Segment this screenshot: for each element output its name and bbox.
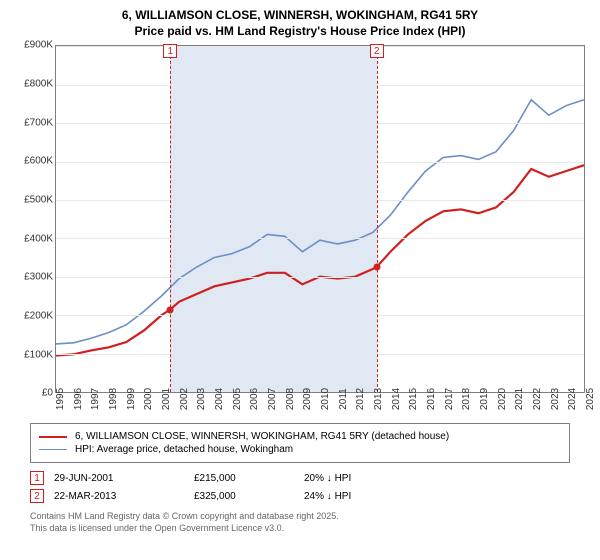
gridline xyxy=(56,123,584,124)
x-axis: 1995199619971998199920002001200220032004… xyxy=(55,393,585,415)
x-tick: 2013 xyxy=(373,388,384,410)
x-tick: 2017 xyxy=(444,388,455,410)
x-tick: 1999 xyxy=(126,388,137,410)
sale-price: £325,000 xyxy=(194,491,294,502)
gridline xyxy=(56,238,584,239)
marker-box: 2 xyxy=(370,44,384,58)
gridline xyxy=(56,277,584,278)
sale-date: 22-MAR-2013 xyxy=(54,491,184,502)
x-tick: 1996 xyxy=(73,388,84,410)
gridline xyxy=(56,354,584,355)
x-tick: 2009 xyxy=(302,388,313,410)
legend-row: HPI: Average price, detached house, Woki… xyxy=(39,443,561,456)
sale-diff: 20% ↓ HPI xyxy=(304,473,404,484)
footnote: Contains HM Land Registry data © Crown c… xyxy=(30,511,570,534)
footnote-line2: This data is licensed under the Open Gov… xyxy=(30,523,570,535)
sale-table: 1 29-JUN-2001 £215,000 20% ↓ HPI 2 22-MAR-201… xyxy=(30,469,570,505)
gridline xyxy=(56,162,584,163)
sale-row: 2 22-MAR-2013 £325,000 24% ↓ HPI xyxy=(30,487,570,505)
gridline xyxy=(56,200,584,201)
x-tick: 1997 xyxy=(90,388,101,410)
gridline xyxy=(56,85,584,86)
y-axis: £0£100K£200K£300K£400K£500K£600K£700K£80… xyxy=(15,45,55,393)
y-tick: £400K xyxy=(24,233,53,244)
y-tick: £100K xyxy=(24,349,53,360)
y-tick: £200K xyxy=(24,310,53,321)
x-tick: 2014 xyxy=(391,388,402,410)
x-tick: 2001 xyxy=(161,388,172,410)
sale-price: £215,000 xyxy=(194,473,294,484)
marker-dot xyxy=(167,306,174,313)
x-tick: 2020 xyxy=(497,388,508,410)
chart-container: 6, WILLIAMSON CLOSE, WINNERSH, WOKINGHAM… xyxy=(0,0,600,560)
legend: 6, WILLIAMSON CLOSE, WINNERSH, WOKINGHAM… xyxy=(30,423,570,463)
x-tick: 2018 xyxy=(461,388,472,410)
line-svg xyxy=(56,46,584,392)
y-tick: £0 xyxy=(42,388,53,399)
sale-row: 1 29-JUN-2001 £215,000 20% ↓ HPI xyxy=(30,469,570,487)
sale-marker: 1 xyxy=(30,471,44,485)
y-tick: £700K xyxy=(24,117,53,128)
y-tick: £900K xyxy=(24,40,53,51)
footnote-line1: Contains HM Land Registry data © Crown c… xyxy=(30,511,570,523)
x-tick: 2016 xyxy=(426,388,437,410)
marker-dot xyxy=(373,264,380,271)
x-tick: 2007 xyxy=(267,388,278,410)
x-tick: 2025 xyxy=(585,388,596,410)
x-tick: 2000 xyxy=(143,388,154,410)
x-tick: 2006 xyxy=(249,388,260,410)
legend-row: 6, WILLIAMSON CLOSE, WINNERSH, WOKINGHAM… xyxy=(39,430,561,443)
plot-area: £0 £100K £200K £300K £400K £500K £600K £700K £80… xyxy=(15,45,585,415)
sale-marker: 2 xyxy=(30,489,44,503)
series-price_paid xyxy=(56,165,584,355)
marker-line xyxy=(170,46,171,392)
x-tick: 2023 xyxy=(550,388,561,410)
sale-date: 29-JUN-2001 xyxy=(54,473,184,484)
x-tick: 2008 xyxy=(285,388,296,410)
y-tick: £300K xyxy=(24,272,53,283)
x-tick: 1998 xyxy=(108,388,119,410)
legend-label: HPI: Average price, detached house, Woki… xyxy=(75,444,293,455)
series-hpi xyxy=(56,100,584,344)
title-line1: 6, WILLIAMSON CLOSE, WINNERSH, WOKINGHAM… xyxy=(12,8,588,24)
y-tick: £800K xyxy=(24,78,53,89)
chart-canvas: 12 xyxy=(55,45,585,393)
marker-line xyxy=(377,46,378,392)
y-tick: £500K xyxy=(24,194,53,205)
x-tick: 2012 xyxy=(355,388,366,410)
chart-title: 6, WILLIAMSON CLOSE, WINNERSH, WOKINGHAM… xyxy=(12,8,588,39)
gridline xyxy=(56,315,584,316)
legend-swatch xyxy=(39,436,67,438)
x-tick: 2019 xyxy=(479,388,490,410)
gridline xyxy=(56,46,584,47)
x-tick: 2011 xyxy=(338,388,349,410)
x-tick: 1995 xyxy=(55,388,66,410)
marker-box: 1 xyxy=(163,44,177,58)
x-tick: 2004 xyxy=(214,388,225,410)
x-tick: 2002 xyxy=(179,388,190,410)
title-line2: Price paid vs. HM Land Registry's House … xyxy=(12,24,588,40)
legend-label: 6, WILLIAMSON CLOSE, WINNERSH, WOKINGHAM… xyxy=(75,431,449,442)
x-tick: 2024 xyxy=(567,388,578,410)
x-tick: 2022 xyxy=(532,388,543,410)
x-tick: 2003 xyxy=(196,388,207,410)
x-tick: 2015 xyxy=(408,388,419,410)
sale-diff: 24% ↓ HPI xyxy=(304,491,404,502)
y-tick: £600K xyxy=(24,156,53,167)
legend-swatch xyxy=(39,449,67,451)
x-tick: 2010 xyxy=(320,388,331,410)
x-tick: 2021 xyxy=(514,388,525,410)
x-tick: 2005 xyxy=(232,388,243,410)
